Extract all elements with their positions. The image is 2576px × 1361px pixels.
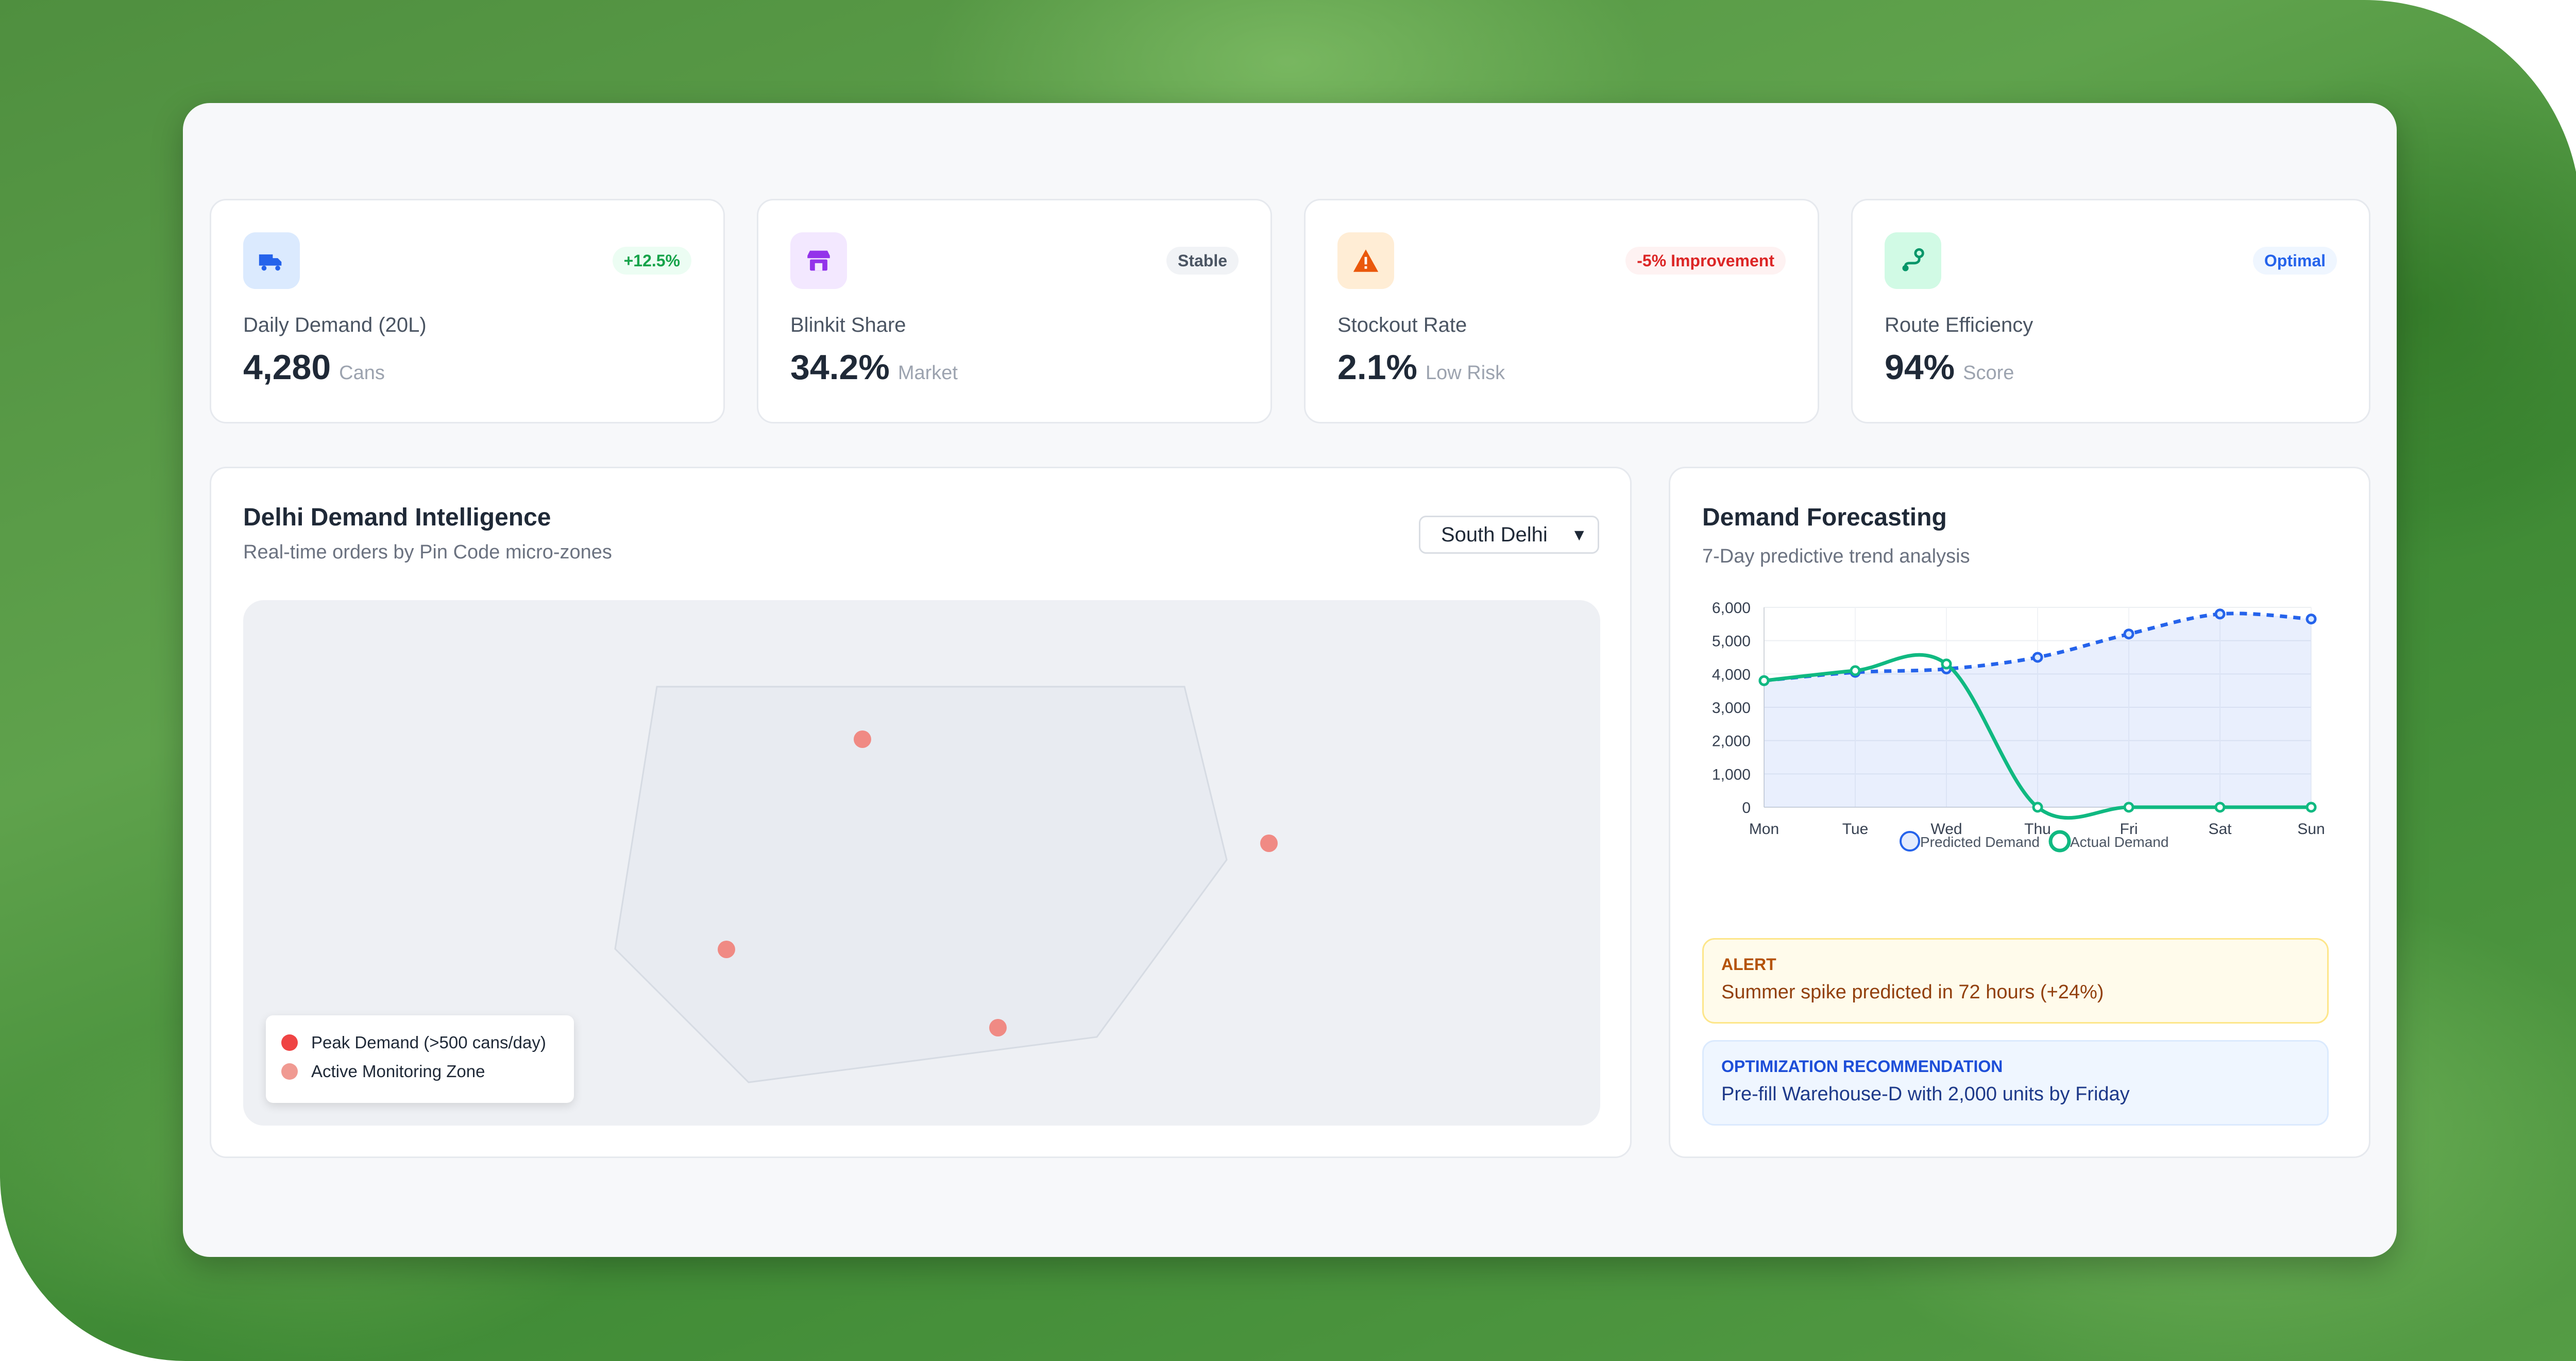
status-badge: Stable xyxy=(1166,247,1239,275)
stat-value: 94% Score xyxy=(1885,348,2014,387)
alert-text: Summer spike predicted in 72 hours (+24%… xyxy=(1721,981,2104,1003)
forecast-title: Demand Forecasting xyxy=(1702,504,1947,531)
map-title: Delhi Demand Intelligence xyxy=(243,504,551,531)
dashboard-panel: +12.5% Daily Demand (20L) 4,280 Cans Stab… xyxy=(183,103,2397,1257)
zone-select[interactable]: South Delhi ▼ xyxy=(1419,516,1599,554)
y-tick-label: 5,000 xyxy=(1712,633,1751,650)
data-point xyxy=(1941,658,1952,670)
zone-marker xyxy=(854,730,871,748)
warning-icon xyxy=(1337,232,1394,289)
data-point xyxy=(2214,608,2226,620)
alert-heading: ALERT xyxy=(1721,955,1776,974)
forecast-card: Demand Forecasting 7-Day predictive tren… xyxy=(1669,467,2370,1158)
map-legend: Peak Demand (>500 cans/day) Active Monit… xyxy=(266,1015,574,1103)
map-canvas xyxy=(614,686,1278,1083)
x-tick-label: Sun xyxy=(2297,821,2325,838)
stat-label: Blinkit Share xyxy=(790,314,906,336)
stat-value: 2.1% Low Risk xyxy=(1337,348,1505,387)
y-tick-label: 2,000 xyxy=(1712,733,1751,750)
legend-item-peak: Peak Demand (>500 cans/day) xyxy=(281,1033,546,1052)
y-tick-label: 1,000 xyxy=(1712,766,1751,783)
data-point xyxy=(1758,675,1770,686)
stat-label: Stockout Rate xyxy=(1337,314,1467,336)
legend-swatch xyxy=(281,1034,298,1051)
legend-swatch xyxy=(2048,830,2071,853)
demand-map[interactable]: Peak Demand (>500 cans/day) Active Monit… xyxy=(243,600,1600,1126)
y-tick-label: 3,000 xyxy=(1712,700,1751,717)
recommendation-heading: OPTIMIZATION RECOMMENDATION xyxy=(1721,1057,2003,1076)
forecast-subtitle: 7-Day predictive trend analysis xyxy=(1702,546,1970,567)
data-point xyxy=(2306,802,2317,813)
x-tick-label: Mon xyxy=(1749,821,1779,838)
legend-label: Predicted Demand xyxy=(1920,834,2040,850)
zone-marker xyxy=(989,1019,1007,1036)
data-point xyxy=(2123,802,2134,813)
recommendation-text: Pre-fill Warehouse-D with 2,000 units by… xyxy=(1721,1083,2130,1105)
status-badge: Optimal xyxy=(2252,247,2337,275)
x-tick-label: Thu xyxy=(2024,821,2051,838)
zone-marker xyxy=(718,941,735,958)
stat-card-blinkit-share: Stable Blinkit Share 34.2% Market xyxy=(757,199,1272,423)
data-point xyxy=(2032,802,2043,813)
stat-card-route-efficiency: Optimal Route Efficiency 94% Score xyxy=(1851,199,2370,423)
x-tick-label: Wed xyxy=(1930,821,1962,838)
stat-card-daily-demand: +12.5% Daily Demand (20L) 4,280 Cans xyxy=(210,199,725,423)
status-badge: -5% Improvement xyxy=(1625,247,1786,275)
stat-label: Route Efficiency xyxy=(1885,314,2033,336)
x-tick-label: Tue xyxy=(1842,821,1869,838)
stat-card-stockout-rate: -5% Improvement Stockout Rate 2.1% Low Ri… xyxy=(1304,199,1819,423)
legend-swatch xyxy=(1900,831,1920,852)
status-badge: +12.5% xyxy=(612,247,691,275)
y-tick-label: 4,000 xyxy=(1712,666,1751,683)
route-icon xyxy=(1885,232,1941,289)
y-tick-label: 0 xyxy=(1742,799,1751,816)
series-area xyxy=(1764,613,2311,807)
x-tick-label: Sat xyxy=(2208,821,2232,838)
zone-marker xyxy=(1260,835,1278,852)
delhi-zone-polygon xyxy=(614,686,1228,1083)
stat-value: 4,280 Cans xyxy=(243,348,385,387)
legend-swatch xyxy=(281,1063,298,1080)
forecast-chart: 0 1,000 2,000 3,000 4,000 5,000 6,000 Mon Tue Wed… xyxy=(1712,600,2325,853)
truck-icon xyxy=(243,232,300,289)
x-tick-label: Fri xyxy=(2120,821,2138,838)
map-subtitle: Real-time orders by Pin Code micro-zones xyxy=(243,541,612,563)
data-point xyxy=(2306,614,2317,625)
data-point xyxy=(2123,628,2134,640)
chevron-down-icon: ▼ xyxy=(1571,525,1587,544)
store-icon xyxy=(790,232,847,289)
data-point xyxy=(2032,652,2043,663)
legend-item-monitoring: Active Monitoring Zone xyxy=(281,1062,485,1081)
y-tick-label: 6,000 xyxy=(1712,600,1751,617)
recommendation-box: OPTIMIZATION RECOMMENDATION Pre-fill War… xyxy=(1702,1040,2329,1126)
data-point xyxy=(1850,665,1861,676)
map-card: Delhi Demand Intelligence Real-time orde… xyxy=(210,467,1632,1158)
stat-value: 34.2% Market xyxy=(790,348,958,387)
stat-label: Daily Demand (20L) xyxy=(243,314,427,336)
legend-label: Actual Demand xyxy=(2070,834,2168,850)
alert-box: ALERT Summer spike predicted in 72 hours… xyxy=(1702,938,2329,1024)
data-point xyxy=(2214,802,2226,813)
